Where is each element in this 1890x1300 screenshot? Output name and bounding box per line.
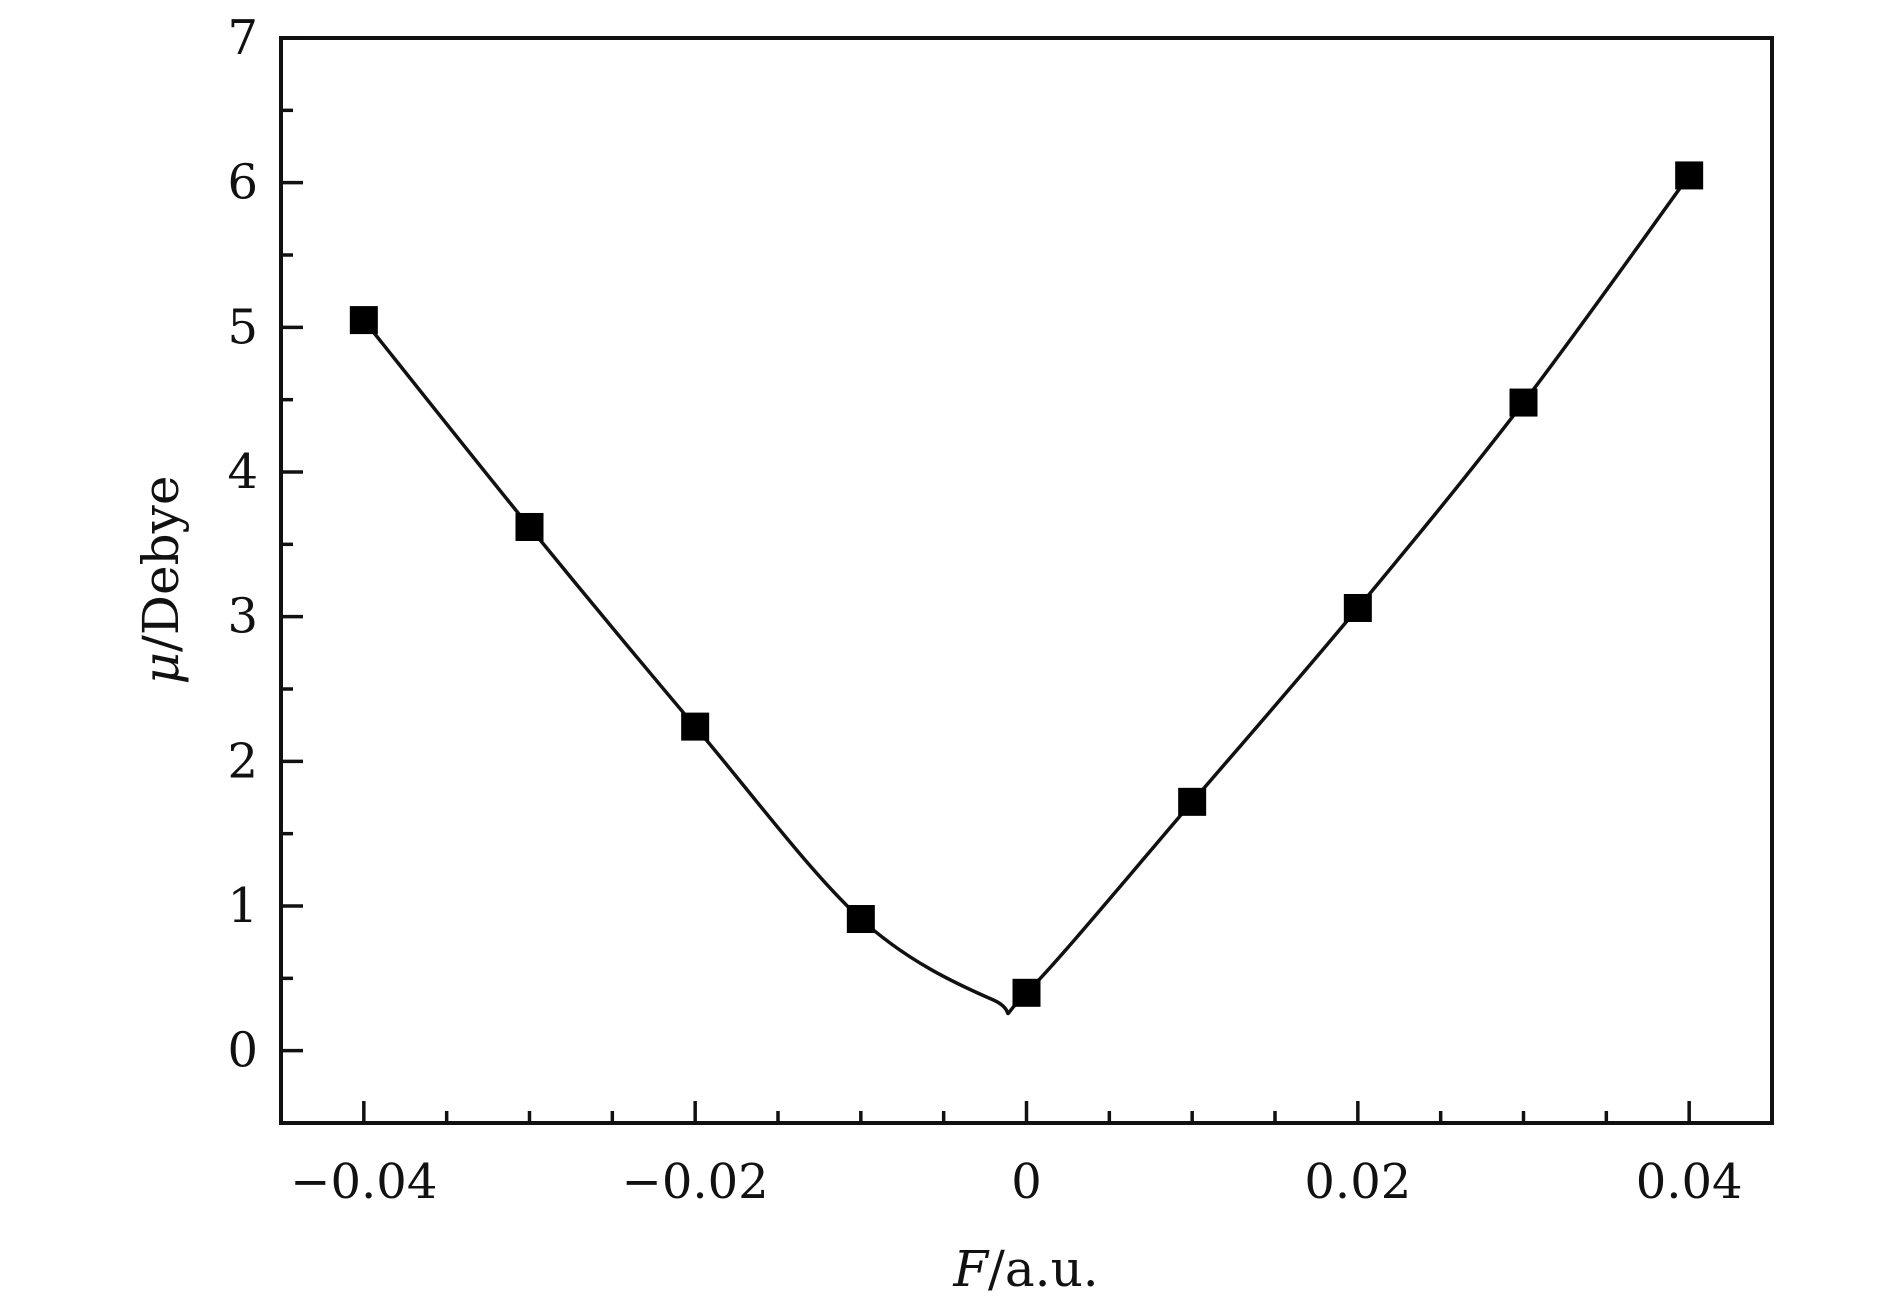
y-axis-unit: /Debye <box>132 476 190 652</box>
y-tick-label: 4 <box>227 444 258 500</box>
x-tick-label: −0.04 <box>290 1154 437 1210</box>
y-axis-var: μ <box>132 652 190 685</box>
data-markers <box>349 161 1704 1007</box>
y-tick-label: 0 <box>227 1023 258 1079</box>
y-tick-label: 7 <box>227 10 258 66</box>
x-tick-label: −0.02 <box>622 1154 769 1210</box>
y-tick-label: 6 <box>227 155 258 211</box>
x-tick-label: 0 <box>1011 1154 1042 1210</box>
series-curve <box>362 174 1691 1016</box>
data-point <box>681 712 710 741</box>
y-tick-label: 5 <box>227 299 258 355</box>
x-tick-label: 0.04 <box>1636 1154 1743 1210</box>
data-point <box>1012 978 1041 1007</box>
x-tick-labels: −0.04 −0.02 0 0.02 0.04 <box>290 1154 1742 1210</box>
x-tick-label: 0.02 <box>1304 1154 1411 1210</box>
data-point <box>349 306 378 335</box>
data-point <box>1178 787 1207 816</box>
major-ticks <box>281 36 1691 1123</box>
y-tick-label: 3 <box>227 589 258 645</box>
x-axis-var: F <box>952 1240 990 1298</box>
y-tick-labels: 0 1 2 3 4 5 6 7 <box>227 10 258 1079</box>
data-point <box>515 512 544 541</box>
x-axis-title: F/a.u. <box>952 1240 1098 1298</box>
minor-ticks <box>281 108 1609 1123</box>
data-point <box>1675 161 1704 190</box>
data-point <box>1509 388 1538 417</box>
y-axis-title: μ/Debye <box>132 476 190 685</box>
y-tick-label: 1 <box>227 878 258 934</box>
data-point <box>1343 593 1372 622</box>
x-axis-unit: /a.u. <box>988 1240 1099 1298</box>
y-tick-label: 2 <box>227 733 258 789</box>
data-point <box>846 905 875 934</box>
plot-frame <box>279 36 1774 1125</box>
